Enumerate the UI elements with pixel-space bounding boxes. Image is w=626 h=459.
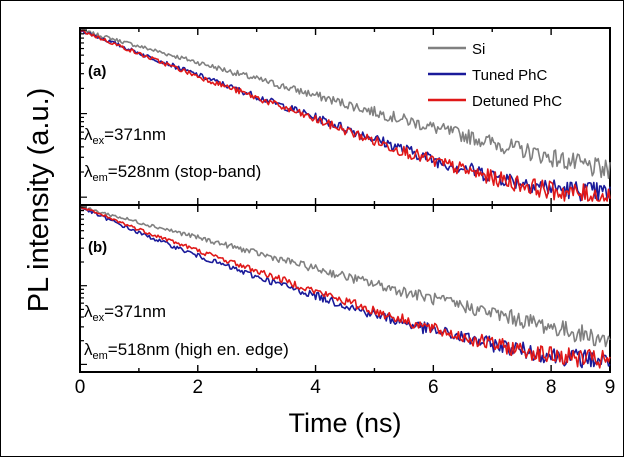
x-tick-label: 8 <box>546 377 557 398</box>
panel-a-ex-lambda: λ <box>84 125 93 144</box>
x-tick-label: 6 <box>428 377 439 398</box>
x-tick-label: 9 <box>605 377 616 398</box>
tick-layer: 0 2 4 6 8 9 <box>75 28 616 398</box>
legend-detuned-label: Detuned PhC <box>472 93 562 110</box>
legend-tuned-label: Tuned PhC <box>472 67 547 84</box>
panel-a-detuned-phc-series <box>79 29 611 202</box>
panel-a-ex-sub: ex <box>93 135 105 147</box>
panel-b-emission-annotation: λem=518nm (high en. edge) <box>84 340 289 362</box>
panel-a-si-series <box>79 29 611 179</box>
panel-b-em-lambda: λ <box>84 340 93 359</box>
panel-a-emission-annotation: λem=528nm (stop-band) <box>84 162 261 184</box>
series-layer <box>79 29 611 369</box>
panel-b-em-value: =518nm (high en. edge) <box>108 340 289 359</box>
x-tick-label: 0 <box>75 377 86 398</box>
panel-b-ex-lambda: λ <box>84 302 93 321</box>
panel-a-em-sub: em <box>93 172 108 184</box>
panel-b-frame <box>79 204 611 373</box>
panel-b-em-sub: em <box>93 350 108 362</box>
panel-a-ex-value: =371nm <box>104 125 166 144</box>
x-axis-label: Time (ns) <box>289 408 402 438</box>
panel-a-em-value: =528nm (stop-band) <box>108 162 262 181</box>
legend-si-label: Si <box>472 41 485 58</box>
x-tick-label: 4 <box>310 377 321 398</box>
panel-b-label: (b) <box>88 239 107 256</box>
panel-b-ex-sub: ex <box>93 312 105 324</box>
panel-b-ex-value: =371nm <box>104 302 166 321</box>
panel-a-excitation-annotation: λex=371nm <box>84 125 166 147</box>
panel-a-em-lambda: λ <box>84 162 93 181</box>
x-tick-label: 2 <box>192 377 203 398</box>
panel-b-excitation-annotation: λex=371nm <box>84 302 166 324</box>
panel-a-label: (a) <box>88 63 106 80</box>
panel-b-tuned-phc-series <box>79 206 611 369</box>
legend: Si Tuned PhC Detuned PhC <box>428 41 562 110</box>
y-axis-label: PL intensity (a.u.) <box>23 88 55 313</box>
panel-b-detuned-phc-series <box>79 206 611 369</box>
panel-b-si-series <box>79 206 611 348</box>
